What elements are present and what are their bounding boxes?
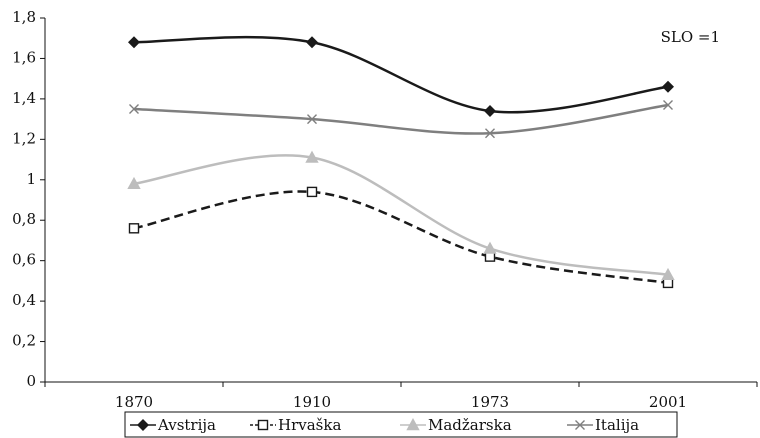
x-tick-label: 2001	[649, 393, 687, 411]
y-tick-label: 0,8	[12, 210, 36, 228]
data-point	[306, 186, 318, 198]
legend-label: Italija	[595, 416, 639, 434]
series-line	[133, 154, 669, 277]
data-point	[129, 104, 139, 114]
y-tick-label: 1	[26, 170, 36, 188]
data-point	[661, 267, 675, 281]
x-tick-label: 1973	[471, 393, 509, 411]
y-tick-label: 1,6	[12, 48, 36, 66]
data-point	[484, 105, 496, 118]
y-tick-label: 1,2	[12, 129, 36, 147]
legend-box	[124, 411, 678, 438]
legend-label: Hrvaška	[278, 416, 341, 434]
legend-marker	[575, 420, 585, 430]
x-tick-label: 1910	[293, 393, 331, 411]
series-line	[133, 35, 669, 114]
y-tick-label: 0,2	[12, 332, 36, 350]
series-line	[133, 103, 669, 135]
data-point	[128, 223, 140, 234]
y-tick-label: 0,4	[12, 291, 36, 309]
data-point	[663, 99, 673, 110]
data-point	[307, 114, 317, 125]
series-line	[133, 190, 669, 285]
annotation: SLO =1	[661, 28, 720, 46]
legend-label: Avstrija	[157, 416, 216, 434]
legend-marker	[406, 418, 420, 431]
data-point	[127, 176, 141, 190]
data-point	[485, 128, 495, 139]
y-tick-label: 0,6	[12, 251, 36, 269]
y-tick-label: 1,8	[12, 8, 36, 26]
y-tick-label: 0	[26, 372, 36, 390]
data-point	[662, 80, 674, 93]
legend-label: Madžarska	[428, 416, 512, 434]
legend-marker	[137, 419, 149, 431]
legend-marker	[257, 419, 269, 431]
x-tick-label: 1870	[115, 393, 153, 411]
data-point	[305, 150, 319, 163]
data-point	[306, 36, 318, 49]
data-point	[128, 36, 140, 49]
data-point	[483, 241, 497, 254]
y-tick-label: 1,4	[12, 89, 36, 107]
